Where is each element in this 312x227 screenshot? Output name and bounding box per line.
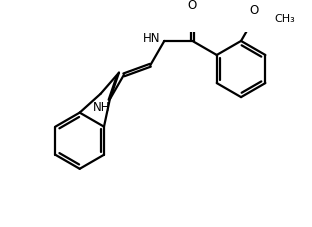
Text: O: O xyxy=(188,0,197,12)
Text: CH₃: CH₃ xyxy=(274,14,295,24)
Text: HN: HN xyxy=(143,32,160,45)
Text: NH: NH xyxy=(93,101,111,114)
Text: O: O xyxy=(249,4,258,17)
